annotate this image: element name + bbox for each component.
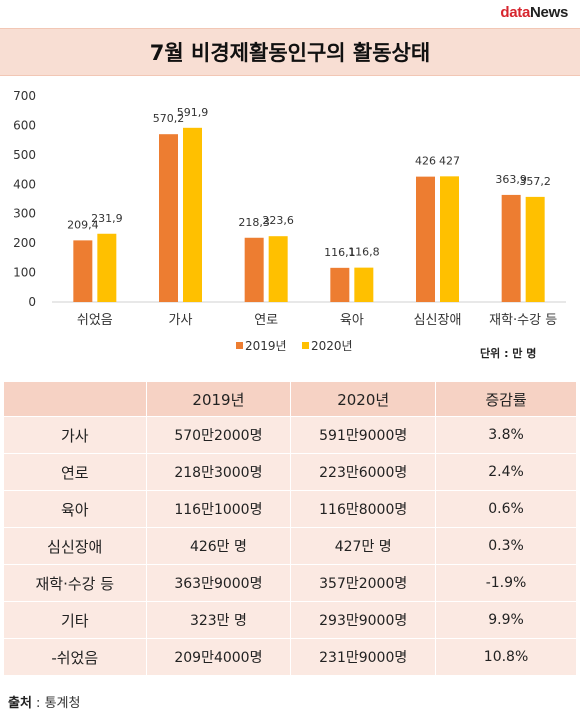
table-cell-value-2019: 363만9000명 bbox=[145, 564, 292, 602]
data-label: 231,9 bbox=[91, 212, 123, 225]
table-cell-value-2020: 223만6000명 bbox=[290, 453, 437, 491]
x-tick-label: 심신장애 bbox=[414, 313, 462, 328]
table-cell-value-2020: 231만9000명 bbox=[290, 638, 437, 676]
data-table: 2019년 2020년 증감률 가사 570만2000명 591만9000명 3.8%… bbox=[3, 381, 577, 676]
header-cell-2020: 2020년 bbox=[290, 381, 437, 417]
y-tick-label: 400 bbox=[13, 177, 36, 191]
data-label: 218,3 bbox=[238, 216, 270, 229]
bar-2020년 bbox=[268, 236, 288, 302]
data-label: 591,9 bbox=[177, 106, 209, 119]
data-label: 116,1 bbox=[324, 246, 356, 259]
table-cell-value-2020: 427만 명 bbox=[290, 527, 437, 565]
table-row: 가사 570만2000명 591만9000명 3.8% bbox=[3, 416, 577, 454]
bar-2020년 bbox=[354, 267, 374, 302]
unit-note: 단위 : 만 명 bbox=[480, 346, 536, 360]
table-cell-value-2019: 426만 명 bbox=[145, 527, 292, 565]
source-note: 출처 : 통계청 bbox=[8, 692, 80, 711]
data-label: 209,4 bbox=[67, 218, 99, 231]
source-label: 출처 bbox=[8, 696, 32, 711]
header-cell-2019: 2019년 bbox=[145, 381, 292, 417]
table-cell-row-label: 심신장애 bbox=[3, 527, 147, 565]
y-tick-label: 300 bbox=[13, 207, 36, 221]
y-tick-label: 0 bbox=[28, 295, 36, 309]
table-cell-value-2019: 218만3000명 bbox=[145, 453, 292, 491]
data-label: 363,9 bbox=[495, 173, 527, 186]
table-row: 육아 116만1000명 116만8000명 0.6% bbox=[3, 490, 577, 528]
source-separator: : bbox=[31, 696, 45, 711]
legend-swatch bbox=[302, 342, 309, 349]
y-tick-label: 100 bbox=[13, 266, 36, 280]
title-bar: 7월 비경제활동인구의 활동상태 bbox=[0, 28, 580, 76]
y-tick-label: 600 bbox=[13, 118, 36, 132]
y-tick-label: 500 bbox=[13, 148, 36, 162]
table-row: -쉬었음 209만4000명 231만9000명 10.8% bbox=[3, 638, 577, 676]
data-label: 570,2 bbox=[153, 112, 185, 125]
bar-2020년 bbox=[525, 196, 545, 302]
bar-2019년 bbox=[501, 194, 521, 302]
header-cell-category bbox=[3, 381, 147, 417]
table-row: 심신장애 426만 명 427만 명 0.3% bbox=[3, 527, 577, 565]
table-cell-value-2019: 116만1000명 bbox=[145, 490, 292, 528]
table-cell-value-2020: 293만9000명 bbox=[290, 601, 437, 639]
table-cell-value-2019: 323만 명 bbox=[145, 601, 292, 639]
x-tick-label: 육아 bbox=[340, 313, 364, 328]
table-cell-row-label: -쉬었음 bbox=[3, 638, 147, 676]
datanews-logo: dataNews bbox=[500, 4, 568, 21]
legend-label: 2020년 bbox=[311, 339, 353, 353]
table-cell-value-2020: 591만9000명 bbox=[290, 416, 437, 454]
table-cell-value-2020: 116만8000명 bbox=[290, 490, 437, 528]
bar-2019년 bbox=[73, 240, 93, 302]
data-label: 116,8 bbox=[348, 246, 380, 259]
logo-part-data: data bbox=[500, 4, 530, 21]
legend-swatch bbox=[236, 342, 243, 349]
table-cell-change-rate: 9.9% bbox=[435, 601, 577, 639]
table-cell-row-label: 기타 bbox=[3, 601, 147, 639]
bar-2019년 bbox=[416, 176, 435, 302]
y-tick-label: 700 bbox=[13, 89, 36, 103]
x-tick-label: 가사 bbox=[169, 313, 193, 328]
table-row: 기타 323만 명 293만9000명 9.9% bbox=[3, 601, 577, 639]
table-cell-change-rate: 0.3% bbox=[435, 527, 577, 565]
x-tick-label: 쉬었음 bbox=[77, 313, 113, 328]
table-cell-row-label: 육아 bbox=[3, 490, 147, 528]
x-tick-label: 연로 bbox=[254, 313, 278, 328]
bar-2020년 bbox=[183, 127, 202, 302]
table-cell-row-label: 연로 bbox=[3, 453, 147, 491]
bar-2019년 bbox=[159, 134, 178, 302]
bar-2019년 bbox=[244, 237, 264, 302]
header-cell-change-rate: 증감률 bbox=[435, 381, 577, 417]
data-label: 223,6 bbox=[262, 214, 294, 227]
bar-2019년 bbox=[330, 267, 350, 302]
y-tick-label: 200 bbox=[13, 236, 36, 250]
table-cell-change-rate: 10.8% bbox=[435, 638, 577, 676]
chart-title: 7월 비경제활동인구의 활동상태 bbox=[149, 41, 431, 65]
table-cell-value-2019: 570만2000명 bbox=[145, 416, 292, 454]
table-row: 연로 218만3000명 223만6000명 2.4% bbox=[3, 453, 577, 491]
table-cell-change-rate: 3.8% bbox=[435, 416, 577, 454]
table-row: 재학·수강 등 363만9000명 357만2000명 -1.9% bbox=[3, 564, 577, 602]
source-value: 통계청 bbox=[44, 696, 81, 711]
table-cell-change-rate: -1.9% bbox=[435, 564, 577, 602]
table-cell-row-label: 가사 bbox=[3, 416, 147, 454]
data-label: 427 bbox=[439, 154, 460, 167]
data-label: 357,2 bbox=[519, 175, 551, 188]
bar-2020년 bbox=[440, 176, 459, 302]
table-cell-value-2019: 209만4000명 bbox=[145, 638, 292, 676]
x-tick-label: 재학·수강 등 bbox=[489, 313, 557, 328]
table-cell-row-label: 재학·수강 등 bbox=[3, 564, 147, 602]
legend-label: 2019년 bbox=[245, 339, 287, 353]
table-cell-value-2020: 357만2000명 bbox=[290, 564, 437, 602]
table-header-row: 2019년 2020년 증감률 bbox=[3, 381, 577, 417]
table-cell-change-rate: 2.4% bbox=[435, 453, 577, 491]
logo-part-news: News bbox=[530, 4, 568, 21]
table-cell-change-rate: 0.6% bbox=[435, 490, 577, 528]
bar-2020년 bbox=[97, 233, 117, 302]
data-label: 426 bbox=[415, 155, 436, 168]
